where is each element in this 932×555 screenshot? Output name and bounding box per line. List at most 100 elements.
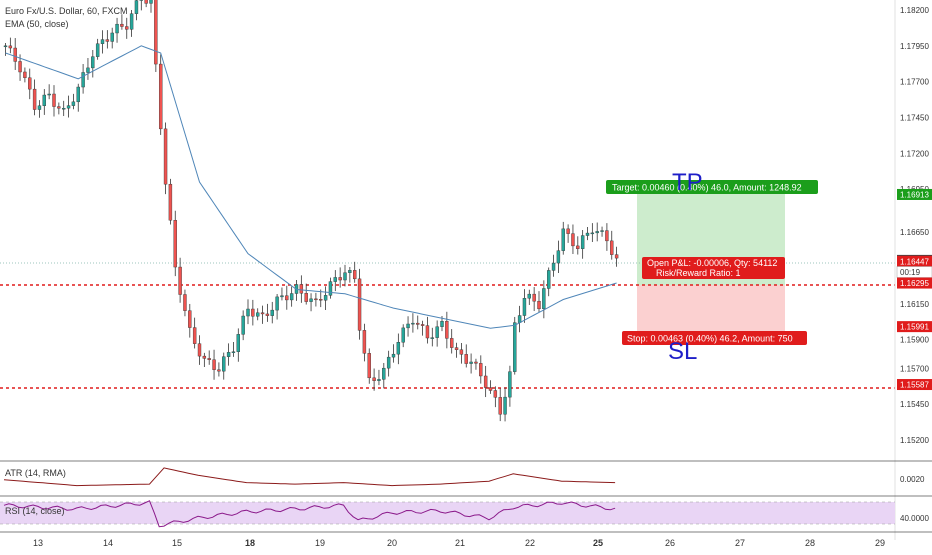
stop-label-text: Stop: 0.00463 (0.40%) 46.2, Amount: 750 bbox=[627, 334, 793, 344]
candle-body bbox=[614, 254, 619, 259]
candle-body bbox=[129, 13, 134, 30]
price-tick-label: 1.16150 bbox=[900, 300, 929, 309]
candle-body bbox=[556, 250, 561, 264]
candle-body bbox=[23, 71, 27, 78]
candle-body bbox=[585, 232, 590, 236]
price-tick-label: 1.17950 bbox=[900, 42, 929, 51]
candle-body bbox=[600, 230, 604, 232]
candle-body bbox=[513, 322, 517, 372]
candle-body bbox=[251, 308, 255, 317]
sl-marker: SL bbox=[668, 338, 697, 365]
time-label: 13 bbox=[33, 538, 43, 548]
candle-body bbox=[110, 32, 114, 42]
candle-body bbox=[406, 323, 410, 329]
candle-body bbox=[430, 337, 434, 339]
rr-label-text: Risk/Reward Ratio: 1 bbox=[656, 268, 741, 278]
ema-legend[interactable]: EMA (50, close) bbox=[5, 19, 69, 29]
price-tag-countdown bbox=[896, 266, 932, 278]
candle-body bbox=[571, 233, 575, 247]
candle-body bbox=[95, 43, 100, 57]
candle-body bbox=[508, 371, 512, 398]
tp-marker: TP bbox=[672, 169, 703, 196]
candle-body bbox=[522, 298, 527, 316]
candle-body bbox=[503, 396, 507, 415]
candle-body bbox=[192, 327, 197, 344]
time-label: 18 bbox=[245, 538, 255, 548]
candle-body bbox=[168, 183, 173, 221]
candle-body bbox=[154, 0, 158, 65]
candle-body bbox=[605, 230, 609, 242]
candle-body bbox=[144, 0, 148, 4]
candle-body bbox=[323, 295, 328, 301]
candle-body bbox=[81, 72, 85, 88]
price-tick-label: 1.17700 bbox=[900, 78, 929, 87]
price-tick-label: 1.17450 bbox=[900, 114, 929, 123]
candle-body bbox=[566, 228, 570, 234]
candle-body bbox=[183, 294, 187, 311]
candle-body bbox=[115, 23, 119, 34]
pnl-label[interactable]: Open P&L: -0.00006, Qty: 54112 Risk/Rewa… bbox=[642, 257, 785, 279]
candle-body bbox=[125, 26, 129, 30]
price-tick-label: 1.17200 bbox=[900, 149, 929, 158]
price-tag-support-text: 1.15587 bbox=[900, 381, 929, 390]
candle-body bbox=[401, 327, 405, 343]
candle-body bbox=[3, 45, 8, 48]
candle-body bbox=[396, 342, 401, 355]
candle-body bbox=[314, 298, 318, 301]
candle-body bbox=[551, 262, 556, 271]
candle-body bbox=[57, 106, 61, 109]
candle-body bbox=[357, 278, 362, 331]
candle-body bbox=[231, 351, 236, 353]
candle-body bbox=[493, 390, 498, 398]
candle-body bbox=[435, 326, 439, 338]
candle-body bbox=[547, 270, 551, 289]
candle-body bbox=[483, 375, 488, 388]
candle-body bbox=[590, 232, 595, 235]
target-label[interactable]: Target: 0.00460 (0.40%) 46.0, Amount: 12… bbox=[606, 180, 818, 194]
time-label: 19 bbox=[315, 538, 325, 548]
candle-body bbox=[100, 39, 105, 44]
time-label: 28 bbox=[805, 538, 815, 548]
candle-body bbox=[362, 330, 367, 354]
candle-body bbox=[289, 293, 294, 301]
candle-body bbox=[343, 272, 347, 281]
candle-body bbox=[62, 107, 66, 110]
candle-body bbox=[469, 361, 473, 364]
candle-body bbox=[610, 240, 614, 255]
rsi-line bbox=[3, 500, 616, 528]
time-label: 21 bbox=[455, 538, 465, 548]
candle-body bbox=[580, 235, 585, 249]
rsi-legend[interactable]: RSI (14, close) bbox=[5, 506, 65, 516]
candle-body bbox=[479, 363, 483, 377]
candle-body bbox=[299, 284, 304, 294]
candle-body bbox=[459, 349, 464, 355]
candle-body bbox=[416, 322, 420, 325]
price-tick-label: 1.15900 bbox=[900, 336, 929, 345]
candle-body bbox=[212, 359, 216, 370]
atr-legend[interactable]: ATR (14, RMA) bbox=[5, 468, 66, 478]
candle-body bbox=[348, 270, 352, 273]
candle-body bbox=[537, 300, 541, 310]
atr-line bbox=[3, 467, 616, 487]
symbol-legend[interactable]: Euro Fx/U.S. Dollar, 60, FXCM bbox=[5, 6, 128, 16]
time-label: 25 bbox=[593, 538, 603, 548]
time-label: 15 bbox=[172, 538, 182, 548]
candle-body bbox=[173, 220, 177, 268]
candle-body bbox=[76, 86, 80, 103]
time-axis[interactable]: 13 14 15 18 19 20 21 22 25 26 27 28 29 bbox=[33, 538, 885, 548]
candle-body bbox=[372, 377, 376, 381]
candle-body bbox=[377, 379, 381, 381]
candle-body bbox=[382, 367, 386, 380]
candle-body bbox=[275, 296, 279, 311]
stop-label[interactable]: Stop: 0.00463 (0.40%) 46.2, Amount: 750 bbox=[622, 331, 807, 345]
candle-body bbox=[353, 270, 357, 280]
candle-body bbox=[474, 361, 478, 364]
candle-body bbox=[454, 347, 459, 350]
candle-body bbox=[105, 39, 110, 42]
time-label: 27 bbox=[735, 538, 745, 548]
candle-body bbox=[265, 313, 270, 316]
price-tick-label: 1.15200 bbox=[900, 436, 929, 445]
candle-body bbox=[86, 67, 90, 73]
time-label: 26 bbox=[665, 538, 675, 548]
